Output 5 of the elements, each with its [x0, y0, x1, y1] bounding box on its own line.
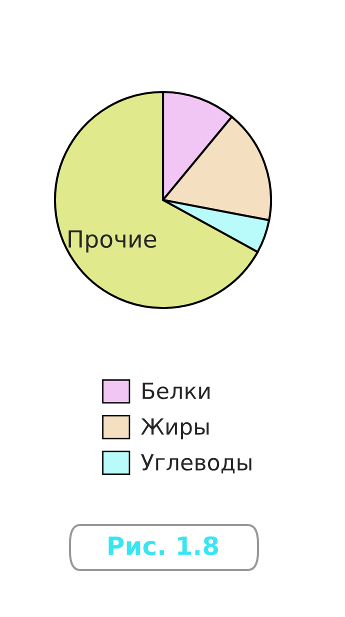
slice-label: Прочие [68, 230, 156, 252]
legend-label: Жиры [141, 418, 209, 440]
text: Рис. 1.8 [108, 536, 218, 556]
legend-label: Белки [142, 382, 210, 400]
legend-label: Углеводы [140, 454, 252, 474]
